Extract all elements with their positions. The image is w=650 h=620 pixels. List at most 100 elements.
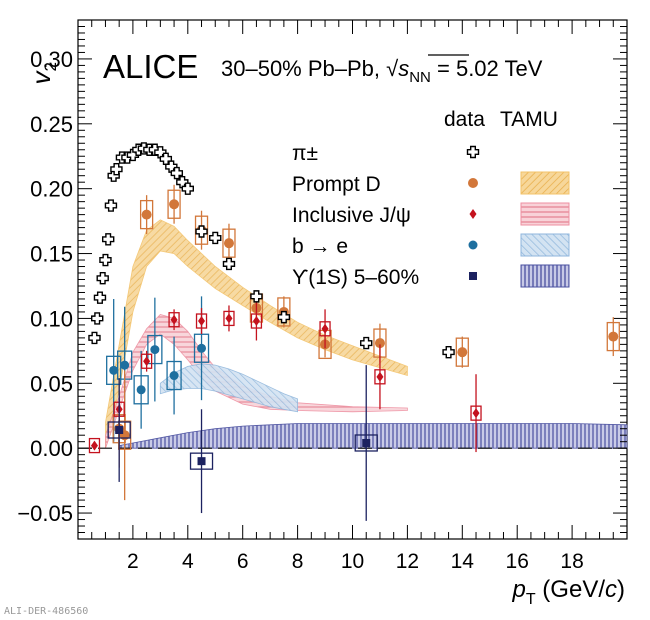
- nn-subscript: NN: [409, 69, 431, 86]
- legend-label: b → e: [292, 235, 348, 258]
- legend-upsilon-marker: [469, 272, 477, 280]
- jpsi-point: [170, 314, 178, 325]
- pion-point: [96, 272, 109, 285]
- jpsi-point: [321, 323, 329, 334]
- prompt-d-point: [169, 199, 180, 210]
- pion-point: [442, 345, 455, 359]
- x-label-rest: (GeV/: [536, 576, 606, 603]
- pion-point: [222, 257, 236, 271]
- syst-box: [319, 321, 331, 337]
- pion-point: [110, 163, 123, 176]
- x-tick-label: 16: [506, 550, 529, 573]
- jpsi-point: [225, 313, 233, 324]
- system-label: 30–50% Pb–Pb, √sNN = 5.02 TeV: [221, 56, 543, 86]
- model-band: [159, 363, 298, 413]
- sqrt-symbol: √: [386, 56, 399, 81]
- syst-box: [189, 452, 214, 470]
- y-tick-label: 0.30: [30, 47, 73, 72]
- syst-box: [222, 228, 236, 258]
- prompt-d-point: [141, 209, 152, 220]
- pion-point: [104, 199, 118, 212]
- syst-box: [455, 337, 469, 367]
- x-tick-label: 2: [127, 550, 139, 573]
- syst-box: [88, 437, 101, 454]
- pion-point: [360, 336, 373, 350]
- syst-box: [167, 189, 181, 219]
- model-band: [105, 219, 408, 449]
- legend-band-swatch: [520, 233, 570, 257]
- jpsi-point: [143, 356, 151, 367]
- syst-box: [250, 313, 263, 329]
- x-tick-label: 8: [292, 550, 304, 573]
- syst-box: [107, 421, 131, 439]
- legend-band-swatch: [520, 202, 570, 226]
- b-to-e-point: [197, 343, 207, 353]
- syst-box: [470, 405, 482, 421]
- jpsi-point: [472, 408, 480, 419]
- x-label-sub: T: [526, 591, 536, 608]
- syst-box: [374, 369, 386, 385]
- x-label-p: p: [512, 576, 526, 603]
- data-points: [88, 142, 620, 521]
- x-tick-label: 10: [341, 550, 364, 573]
- x-label-end: ): [617, 576, 625, 603]
- legend-jpsi-marker: [469, 209, 477, 219]
- syst-box: [139, 199, 154, 230]
- prompt-d-point: [608, 331, 619, 342]
- syst-box: [193, 333, 210, 363]
- y-tick-label: −0.05: [17, 501, 73, 526]
- legend: data TAMU π± Prompt D Inclusive J/ψ b → e ϒ(…: [292, 108, 570, 289]
- y-tick-label: 0.20: [30, 177, 73, 202]
- b-to-e-point: [120, 360, 130, 370]
- pion-point: [250, 290, 263, 303]
- pion-point: [101, 233, 115, 246]
- y-tick-label: 0.00: [30, 436, 73, 461]
- pion-point: [209, 231, 222, 245]
- syst-box: [133, 375, 149, 405]
- syst-box: [147, 334, 163, 365]
- y-tick-label: 0.15: [30, 242, 73, 267]
- x-tick-label: 14: [451, 550, 475, 573]
- x-axis-label: pT (GeV/c): [512, 576, 626, 608]
- pion-point: [88, 331, 101, 345]
- syst-box: [277, 297, 291, 327]
- syst-box: [106, 355, 122, 385]
- pion-point: [91, 312, 104, 325]
- y-tick-label: 0.10: [30, 306, 73, 331]
- syst-box: [140, 353, 153, 369]
- pion-point: [99, 253, 112, 267]
- b-to-e-point: [169, 371, 179, 381]
- legend-label: π±: [292, 142, 318, 165]
- syst-box: [354, 434, 378, 452]
- y-tick-label: 0.05: [30, 371, 73, 396]
- system-prefix: 30–50% Pb–Pb,: [221, 56, 386, 81]
- legend-band-swatch: [520, 171, 570, 195]
- legend-header-model: TAMU: [500, 108, 558, 131]
- s-letter: s: [398, 56, 409, 81]
- syst-box: [223, 310, 235, 327]
- y-label-sub: 2: [41, 62, 60, 71]
- jpsi-point: [376, 371, 384, 382]
- b-to-e-point: [109, 365, 119, 375]
- footer-id: ALI-DER-486560: [4, 606, 88, 617]
- legend-label: Prompt D: [292, 173, 381, 196]
- prompt-d-point: [374, 338, 385, 349]
- y-axis-label: v2: [26, 62, 60, 84]
- b-to-e-point: [150, 345, 160, 355]
- y-tick-label: 0.25: [30, 112, 73, 137]
- x-tick-label: 18: [560, 550, 583, 573]
- experiment-title: ALICE: [103, 48, 198, 85]
- jpsi-point: [252, 316, 260, 327]
- x-tick-label: 4: [182, 550, 194, 573]
- legend-header-data: data: [444, 108, 485, 131]
- syst-box: [195, 313, 208, 329]
- upsilon-point: [115, 426, 124, 435]
- x-tick-label: 6: [237, 550, 249, 573]
- upsilon-point: [197, 457, 206, 466]
- legend-d-marker: [468, 178, 478, 188]
- prompt-d-point: [223, 238, 234, 249]
- tick-labels: 2 4 6 8 10 12 14 16 18 −0.05 0.00 0.05 0.10 0.15 0.20 0…: [17, 47, 583, 573]
- legend-label: Inclusive J/ψ: [292, 204, 411, 227]
- pion-point: [277, 310, 291, 324]
